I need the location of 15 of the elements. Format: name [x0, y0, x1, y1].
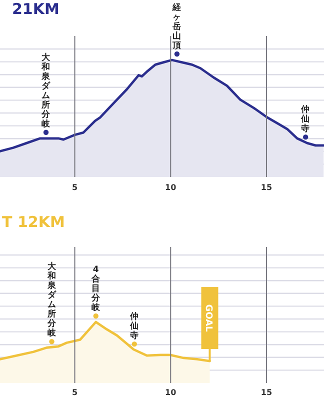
annotation: GOAL — [203, 304, 214, 332]
chart-title: 21KM — [12, 0, 60, 18]
annotation: 大和泉ダム所分岐 — [40, 52, 52, 130]
annotation: 仲仙寺 — [300, 104, 310, 134]
x-tick-label: 15 — [260, 388, 272, 397]
x-tick-label: 15 — [260, 183, 272, 192]
annotation: 4合目分岐 — [90, 265, 102, 313]
chart-title: T 12KM — [2, 213, 65, 231]
x-tick-label: 10 — [165, 183, 177, 192]
annotation: 経ヶ岳山頂 — [171, 2, 182, 51]
annotation: 仲仙寺 — [128, 311, 139, 342]
annotation: 大和泉ダム所分岐 — [46, 261, 58, 339]
x-tick-label: 5 — [72, 388, 78, 397]
x-tick-label: 5 — [72, 183, 78, 192]
x-tick-label: 10 — [165, 388, 177, 397]
